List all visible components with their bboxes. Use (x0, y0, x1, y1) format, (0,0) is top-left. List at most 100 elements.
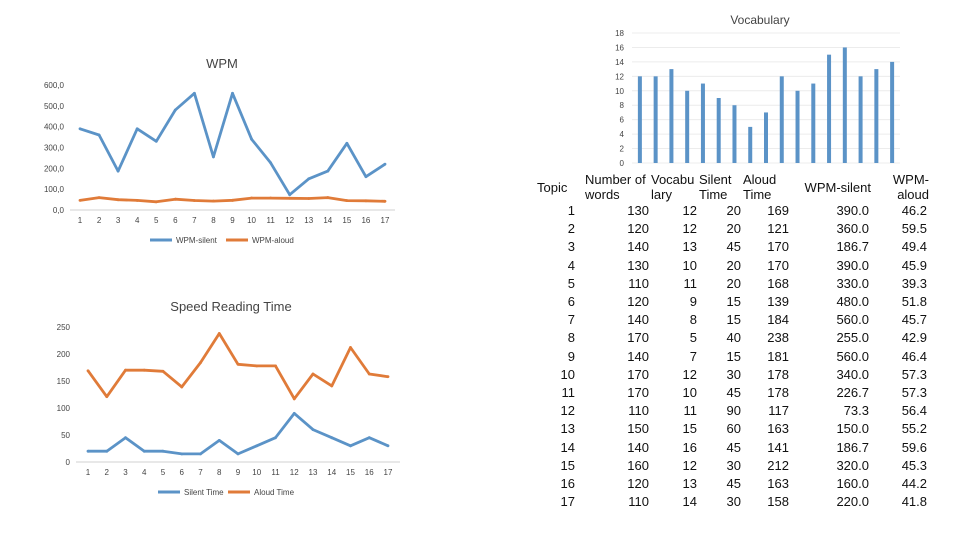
data-point (231, 91, 234, 95)
data-point (199, 361, 202, 365)
data-point (142, 449, 146, 453)
x-tick-label: 2 (97, 216, 102, 225)
table-cell: 45 (726, 439, 741, 455)
table-cell: 46.4 (901, 348, 927, 364)
bar (700, 83, 705, 163)
table-cell: 168 (767, 275, 789, 291)
data-point (255, 444, 259, 448)
y-tick-label: 100 (57, 404, 71, 413)
table-cell: 8 (567, 330, 575, 346)
data-point (274, 436, 277, 440)
data-point (199, 452, 202, 456)
table-row: 3 140 13 45 170 186.7 49.4 (537, 238, 929, 256)
data-point (231, 198, 234, 202)
x-tick-label: 6 (180, 468, 185, 477)
data-point (386, 444, 390, 448)
table-cell: 560.0 (836, 348, 869, 364)
data-point (97, 196, 101, 200)
data-point (180, 452, 184, 456)
table-cell: 330.0 (836, 275, 869, 291)
col-wpm-aloud: WPM- aloud (892, 172, 929, 202)
data-point (78, 198, 82, 202)
data-point (135, 199, 139, 202)
data-point (135, 127, 139, 131)
table-cell: 90 (726, 403, 741, 419)
data-point (124, 368, 127, 372)
data-point (124, 436, 127, 440)
table-header-row: Topic Number of words Vocabu lary Silent… (537, 172, 929, 202)
table-cell: 15 (682, 421, 697, 437)
table-cell: 15 (560, 457, 575, 473)
chart-title: Vocabulary (730, 13, 789, 27)
x-tick-label: 15 (346, 468, 355, 477)
table-cell: 20 (726, 221, 741, 237)
table-cell: 11 (683, 275, 698, 291)
y-tick-label: 600,0 (44, 81, 65, 90)
data-point (364, 199, 368, 203)
table-cell: 140 (627, 439, 649, 455)
x-tick-label: 5 (154, 216, 159, 225)
y-tick-label: 0 (620, 159, 625, 168)
x-tick-label: 12 (285, 216, 294, 225)
x-tick-label: 13 (309, 468, 318, 477)
legend-label: WPM-aloud (252, 236, 294, 245)
table-cell: 12 (682, 457, 697, 473)
data-point (116, 198, 120, 202)
y-tick-label: 300,0 (44, 144, 65, 153)
x-tick-label: 3 (123, 468, 128, 477)
table-cell: 110 (628, 494, 649, 510)
y-tick-label: 18 (615, 29, 624, 38)
table-cell: 7 (567, 312, 575, 328)
table-row: 9 140 7 15 181 560.0 46.4 (537, 348, 929, 366)
y-tick-label: 0 (66, 458, 71, 467)
x-tick-label: 10 (252, 468, 261, 477)
table-cell: 212 (767, 457, 789, 473)
bar (732, 105, 737, 163)
y-tick-label: 50 (61, 431, 70, 440)
x-tick-label: 17 (381, 216, 390, 225)
x-tick-label: 9 (230, 216, 235, 225)
data-table: Topic Number of words Vocabu lary Silent… (537, 172, 929, 511)
bar (842, 47, 847, 163)
y-tick-label: 10 (615, 87, 624, 96)
table-row: 13 150 15 60 163 150.0 55.2 (537, 420, 929, 438)
table-cell: 40 (726, 330, 741, 346)
table-cell: 169 (767, 203, 789, 219)
y-tick-label: 16 (615, 43, 624, 52)
x-tick-label: 1 (78, 216, 83, 225)
table-cell: 39.3 (901, 275, 927, 291)
table-cell: 20 (726, 203, 741, 219)
table-row: 11 170 10 45 178 226.7 57.3 (537, 384, 929, 402)
bar (827, 54, 832, 163)
table-cell: 120 (627, 221, 649, 237)
table-row: 16 120 13 45 163 160.0 44.2 (537, 475, 929, 493)
x-tick-label: 15 (342, 216, 351, 225)
table-cell: 181 (767, 348, 789, 364)
table-row: 7 140 8 15 184 560.0 45.7 (537, 311, 929, 329)
table-cell: 117 (768, 403, 789, 419)
table-cell: 45 (726, 239, 741, 255)
table-cell: 49.4 (901, 239, 927, 255)
y-tick-label: 200,0 (44, 164, 65, 173)
x-tick-label: 11 (271, 468, 280, 477)
bar (748, 126, 753, 163)
chart-title: Speed Reading Time (170, 299, 291, 314)
table-cell: 45.7 (901, 312, 927, 328)
table-cell: 57.3 (901, 366, 927, 382)
bar (669, 69, 674, 163)
table-cell: 15 (726, 348, 741, 364)
x-tick-label: 6 (173, 216, 178, 225)
table-row: 8 170 5 40 238 255.0 42.9 (537, 329, 929, 347)
table-cell: 170 (627, 384, 649, 400)
bar (795, 90, 800, 163)
y-tick-label: 8 (620, 101, 625, 110)
table-cell: 13 (682, 475, 697, 491)
table-cell: 8 (689, 312, 697, 328)
table-row: 15 160 12 30 212 320.0 45.3 (537, 457, 929, 475)
data-point (105, 449, 109, 453)
data-point (192, 199, 196, 202)
table-cell: 7 (689, 348, 697, 364)
table-cell: 41.8 (901, 494, 927, 510)
data-point (311, 372, 315, 376)
